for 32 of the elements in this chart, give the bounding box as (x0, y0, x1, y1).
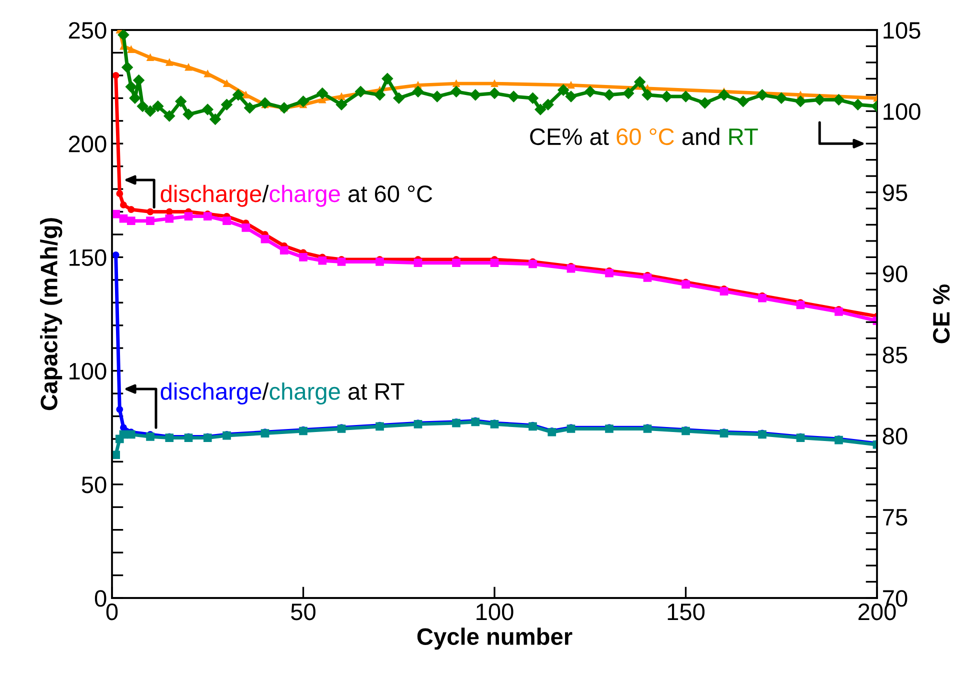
annotation: at 60 °C (348, 185, 432, 202)
y-tick-label: 100 (70, 362, 106, 380)
y2-tick-label: 100 (884, 103, 920, 120)
y-tick-label: 50 (82, 476, 106, 494)
x-tick-label: 50 (291, 603, 316, 620)
series-label: RT (729, 128, 758, 145)
annotation: at RT (348, 383, 404, 400)
y2-tick-label: 85 (882, 346, 908, 364)
series-label: discharge (160, 184, 262, 207)
series-label: 60 °C (616, 128, 674, 146)
x-tick-label: 100 (476, 603, 514, 620)
x-tick-label: 150 (668, 603, 705, 620)
y-tick-label: 0 (94, 590, 106, 607)
y-tick-label: 250 (68, 22, 106, 39)
y2-tick-label: 75 (883, 509, 908, 526)
y2-tick-label: 80 (882, 428, 908, 444)
series-label: charge (270, 184, 340, 207)
annotation: CE% at (530, 128, 609, 146)
y-tick-label: 150 (70, 249, 106, 266)
x-tick-label: 0 (106, 603, 118, 620)
annotation: and (682, 128, 720, 146)
y2-tick-label: 105 (884, 22, 920, 39)
x-axis-title: Cycle number (417, 628, 572, 650)
annotation: / (262, 184, 269, 202)
series-label: charge (270, 382, 340, 405)
y2-tick-label: 95 (882, 184, 908, 202)
y2-axis-title: CE % (932, 284, 950, 344)
y-axis-title: Capacity (mAh/g) (40, 218, 62, 410)
y-tick-label: 200 (68, 136, 106, 152)
series-label: discharge (160, 382, 262, 405)
y2-tick-label: 90 (882, 265, 908, 282)
annotation: / (262, 382, 269, 400)
